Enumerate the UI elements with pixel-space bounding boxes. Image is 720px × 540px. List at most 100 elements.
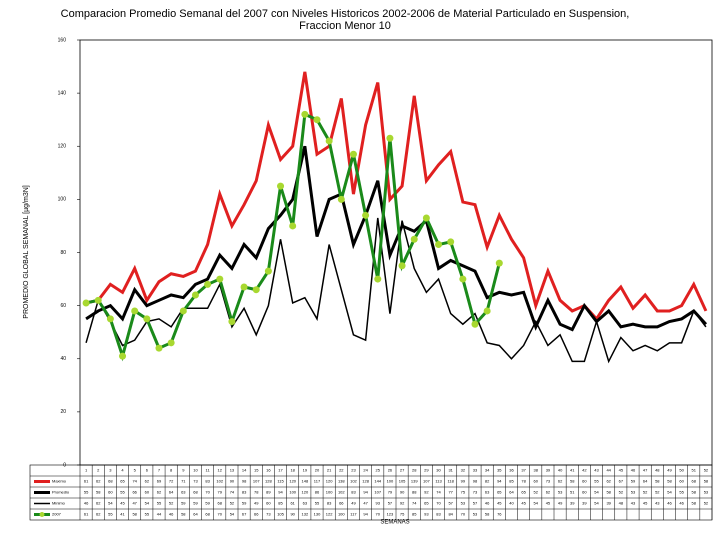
x-tick-label: 32 bbox=[461, 468, 466, 473]
table-value: 70 bbox=[461, 512, 466, 517]
table-value: 144 bbox=[374, 479, 381, 484]
table-value: 66 bbox=[339, 501, 344, 506]
table-value: 63 bbox=[181, 490, 186, 495]
table-value: 61 bbox=[290, 501, 295, 506]
table-value: 52 bbox=[643, 490, 648, 495]
point-marker bbox=[119, 352, 127, 360]
table-value: 118 bbox=[447, 479, 454, 484]
table-value: 90 bbox=[230, 479, 235, 484]
table-value: 52 bbox=[230, 501, 235, 506]
table-value: 72 bbox=[169, 479, 174, 484]
x-tick-label: 51 bbox=[692, 468, 697, 473]
table-value: 60 bbox=[145, 490, 150, 495]
table-value: 45 bbox=[643, 501, 648, 506]
table-value: 59 bbox=[193, 501, 198, 506]
point-marker bbox=[410, 235, 418, 243]
table-value: 117 bbox=[314, 479, 321, 484]
table-value: 73 bbox=[546, 479, 551, 484]
table-value: 52 bbox=[619, 490, 624, 495]
y-tick-label: 20 bbox=[60, 409, 66, 415]
table-value: 58 bbox=[181, 512, 186, 517]
x-tick-label: 2 bbox=[97, 468, 100, 473]
table-value: 54 bbox=[667, 490, 672, 495]
point-marker bbox=[179, 307, 187, 315]
table-value: 148 bbox=[302, 479, 309, 484]
table-value: 57 bbox=[473, 501, 478, 506]
table-value: 94 bbox=[278, 490, 283, 495]
x-tick-label: 38 bbox=[534, 468, 539, 473]
x-tick-label: 43 bbox=[594, 468, 599, 473]
table-value: 78 bbox=[254, 490, 259, 495]
point-marker bbox=[398, 262, 406, 270]
table-value: 39 bbox=[570, 501, 575, 506]
table-value: 86 bbox=[315, 490, 320, 495]
point-marker bbox=[386, 134, 394, 142]
table-value: 59 bbox=[205, 501, 210, 506]
point-marker bbox=[264, 267, 272, 275]
point-marker bbox=[216, 275, 224, 283]
table-value: 52 bbox=[655, 490, 660, 495]
x-tick-label: 52 bbox=[704, 468, 709, 473]
table-value: 74 bbox=[230, 490, 235, 495]
x-tick-label: 25 bbox=[376, 468, 381, 473]
table-value: 120 bbox=[289, 479, 296, 484]
point-marker bbox=[313, 116, 321, 124]
table-value: 122 bbox=[326, 512, 333, 517]
table-value: 47 bbox=[363, 501, 368, 506]
legend-label: Promedio bbox=[52, 490, 70, 495]
table-value: 52 bbox=[534, 490, 539, 495]
table-value: 54 bbox=[594, 501, 599, 506]
table-value: 78 bbox=[521, 479, 526, 484]
table-value: 54 bbox=[594, 490, 599, 495]
table-value: 94 bbox=[363, 490, 368, 495]
table-value: 132 bbox=[302, 512, 309, 517]
x-tick-label: 44 bbox=[606, 468, 611, 473]
point-marker bbox=[325, 137, 333, 145]
table-value: 107 bbox=[374, 490, 381, 495]
y-tick-label: 100 bbox=[58, 197, 67, 203]
table-value: 94 bbox=[497, 479, 502, 484]
table-value: 75 bbox=[400, 512, 405, 517]
table-value: 67 bbox=[619, 479, 624, 484]
x-tick-label: 5 bbox=[134, 468, 137, 473]
table-value: 45 bbox=[546, 501, 551, 506]
x-tick-label: 33 bbox=[473, 468, 478, 473]
table-value: 67 bbox=[242, 512, 247, 517]
x-tick-label: 4 bbox=[121, 468, 124, 473]
table-value: 73 bbox=[473, 490, 478, 495]
table-value: 64 bbox=[509, 490, 514, 495]
point-marker bbox=[191, 291, 199, 299]
x-tick-label: 11 bbox=[206, 468, 211, 473]
table-value: 59 bbox=[242, 501, 247, 506]
table-value: 64 bbox=[169, 490, 174, 495]
point-marker bbox=[362, 211, 370, 219]
x-tick-label: 17 bbox=[278, 468, 283, 473]
table-value: 68 bbox=[692, 479, 697, 484]
table-value: 49 bbox=[254, 501, 259, 506]
y-tick-label: 80 bbox=[60, 250, 66, 256]
table-value: 115 bbox=[277, 479, 284, 484]
x-axis-label: SEMANAS bbox=[380, 520, 409, 526]
legend-label: Maximo bbox=[52, 479, 67, 484]
table-value: 128 bbox=[362, 479, 369, 484]
legend-label: 2007 bbox=[52, 512, 62, 517]
table-value: 58 bbox=[570, 479, 575, 484]
table-value: 100 bbox=[326, 490, 333, 495]
point-marker bbox=[228, 318, 236, 326]
point-marker bbox=[240, 283, 248, 291]
table-value: 99 bbox=[461, 479, 466, 484]
table-value: 66 bbox=[132, 490, 137, 495]
table-value: 46 bbox=[84, 501, 89, 506]
table-value: 58 bbox=[655, 479, 660, 484]
table-value: 64 bbox=[193, 512, 198, 517]
table-value: 55 bbox=[84, 490, 89, 495]
table-value: 48 bbox=[619, 501, 624, 506]
table-value: 100 bbox=[289, 490, 296, 495]
x-tick-label: 13 bbox=[230, 468, 235, 473]
table-value: 84 bbox=[448, 512, 453, 517]
point-marker bbox=[252, 286, 260, 294]
point-marker bbox=[471, 320, 479, 328]
table-value: 58 bbox=[132, 512, 137, 517]
